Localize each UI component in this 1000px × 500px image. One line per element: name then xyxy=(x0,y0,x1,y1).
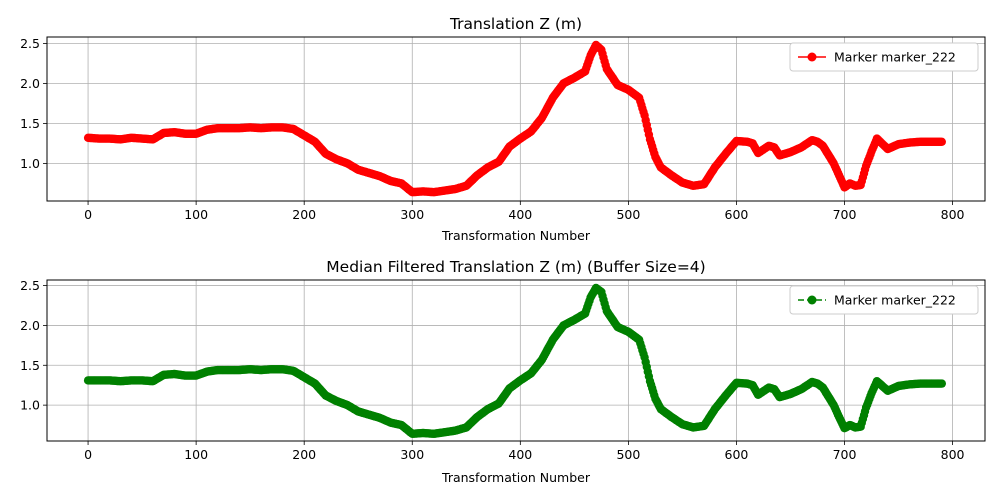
legend-marker-sample xyxy=(807,295,817,305)
x-tick-label: 100 xyxy=(184,207,208,222)
x-axis-label: Transformation Number xyxy=(441,228,591,243)
x-tick-label: 400 xyxy=(508,207,532,222)
legend-entry-label: Marker marker_222 xyxy=(834,50,956,65)
x-tick-label: 0 xyxy=(84,447,92,462)
y-tick-label: 2.0 xyxy=(20,76,40,91)
y-tick-label: 1.0 xyxy=(20,398,40,413)
x-tick-label: 800 xyxy=(941,447,965,462)
legend: Marker marker_222 xyxy=(789,42,979,72)
x-tick-label: 200 xyxy=(292,207,316,222)
y-tick-label: 1.5 xyxy=(20,358,40,373)
chart-translation-z: 0 100 200 300 400 500 600 700 800 1.0 1.5 2.0 2.5 Tr… xyxy=(20,15,986,243)
y-tick-label: 1.0 xyxy=(20,156,40,171)
x-tick-label: 600 xyxy=(725,447,749,462)
y-tick-label: 1.5 xyxy=(20,116,40,131)
chart-median-filtered-translation-z: 0 100 200 300 400 500 600 700 800 1.0 1.5 2.0 2.5 Me… xyxy=(20,258,986,485)
x-tick-label: 700 xyxy=(833,447,857,462)
x-tick-label: 0 xyxy=(84,207,92,222)
legend: Marker marker_222 xyxy=(789,285,979,315)
axes-frame xyxy=(46,279,986,442)
data-point xyxy=(937,379,946,388)
y-tick-label: 2.5 xyxy=(20,36,40,51)
legend-box xyxy=(789,285,979,315)
x-tick-label: 500 xyxy=(616,207,640,222)
x-tick-label: 800 xyxy=(941,207,965,222)
x-tick-label: 500 xyxy=(616,447,640,462)
y-tick-label: 2.0 xyxy=(20,318,40,333)
x-tick-label: 400 xyxy=(508,447,532,462)
x-tick-label: 100 xyxy=(184,447,208,462)
legend-marker-sample xyxy=(807,52,817,62)
x-tick-label: 300 xyxy=(400,207,424,222)
x-tick-label: 700 xyxy=(833,207,857,222)
chart-title: Translation Z (m) xyxy=(449,15,582,33)
x-tick-label: 600 xyxy=(725,207,749,222)
chart-title: Median Filtered Translation Z (m) (Buffe… xyxy=(326,258,705,276)
x-axis-label: Transformation Number xyxy=(441,470,591,485)
x-tick-label: 200 xyxy=(292,447,316,462)
x-tick-label: 300 xyxy=(400,447,424,462)
data-point xyxy=(937,137,946,146)
legend-entry-label: Marker marker_222 xyxy=(834,293,956,308)
y-tick-label: 2.5 xyxy=(20,278,40,293)
axes-frame xyxy=(46,36,986,202)
legend-box xyxy=(789,42,979,72)
